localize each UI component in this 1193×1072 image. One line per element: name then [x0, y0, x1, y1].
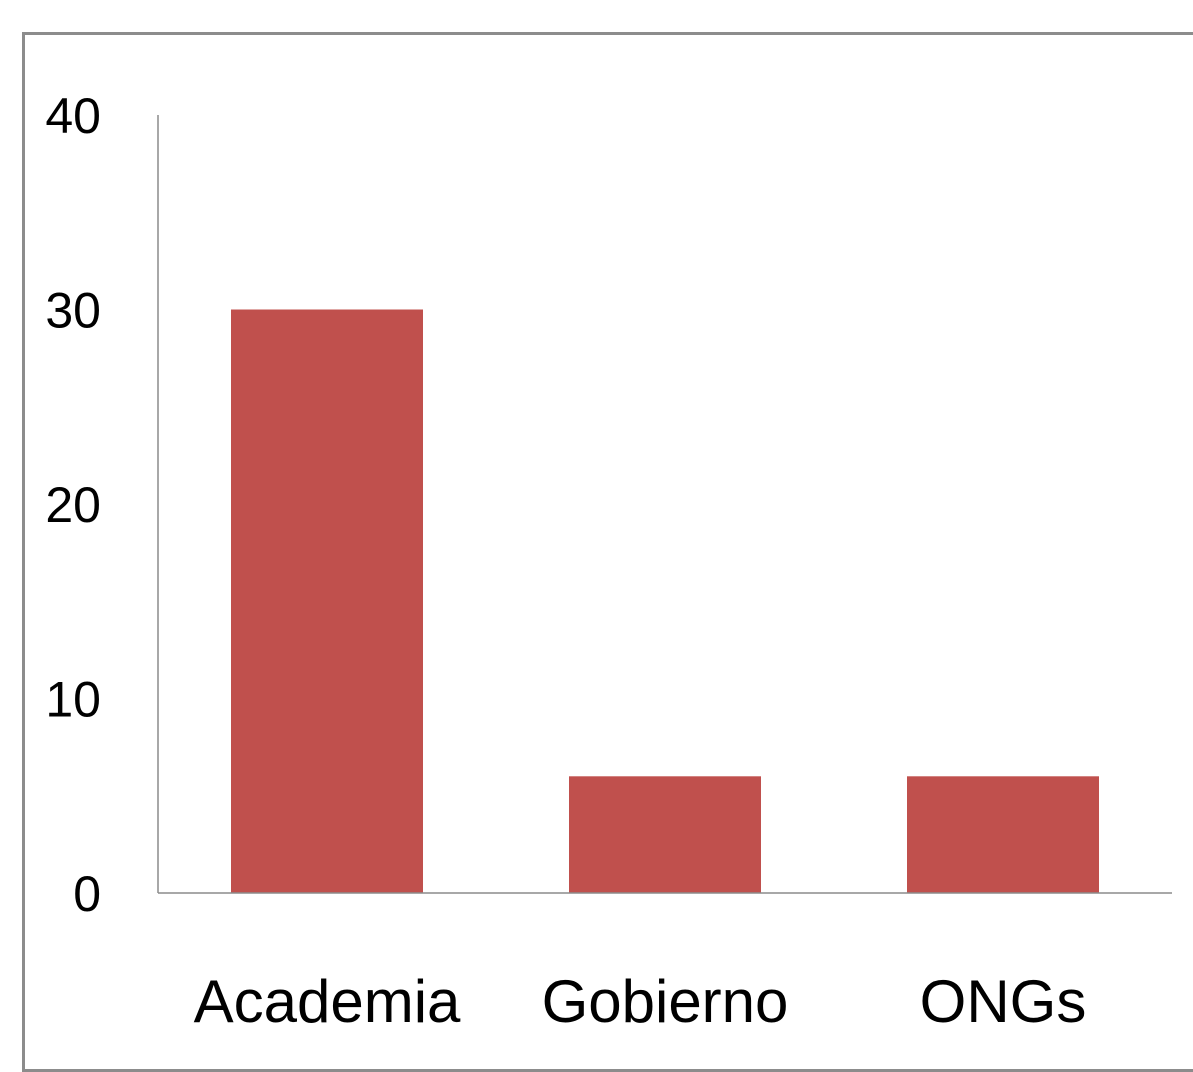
y-tick-label-0: 0: [73, 866, 101, 922]
y-tick-label-40: 40: [45, 88, 101, 144]
x-tick-label-ongs: ONGs: [920, 968, 1087, 1035]
x-tick-label-gobierno: Gobierno: [542, 968, 789, 1035]
bar-academia: [231, 309, 423, 893]
bar-ongs: [907, 776, 1099, 893]
y-tick-label-30: 30: [45, 283, 101, 339]
y-tick-label-20: 20: [45, 477, 101, 533]
bars: [231, 309, 1099, 893]
y-tick-label-10: 10: [45, 672, 101, 728]
x-tick-label-academia: Academia: [194, 968, 461, 1035]
bar-gobierno: [569, 776, 761, 893]
x-axis-labels: Academia Gobierno ONGs: [194, 968, 1087, 1035]
y-axis-ticks: 0 10 20 30 40: [45, 88, 101, 922]
chart-frame: [22, 32, 1193, 1072]
